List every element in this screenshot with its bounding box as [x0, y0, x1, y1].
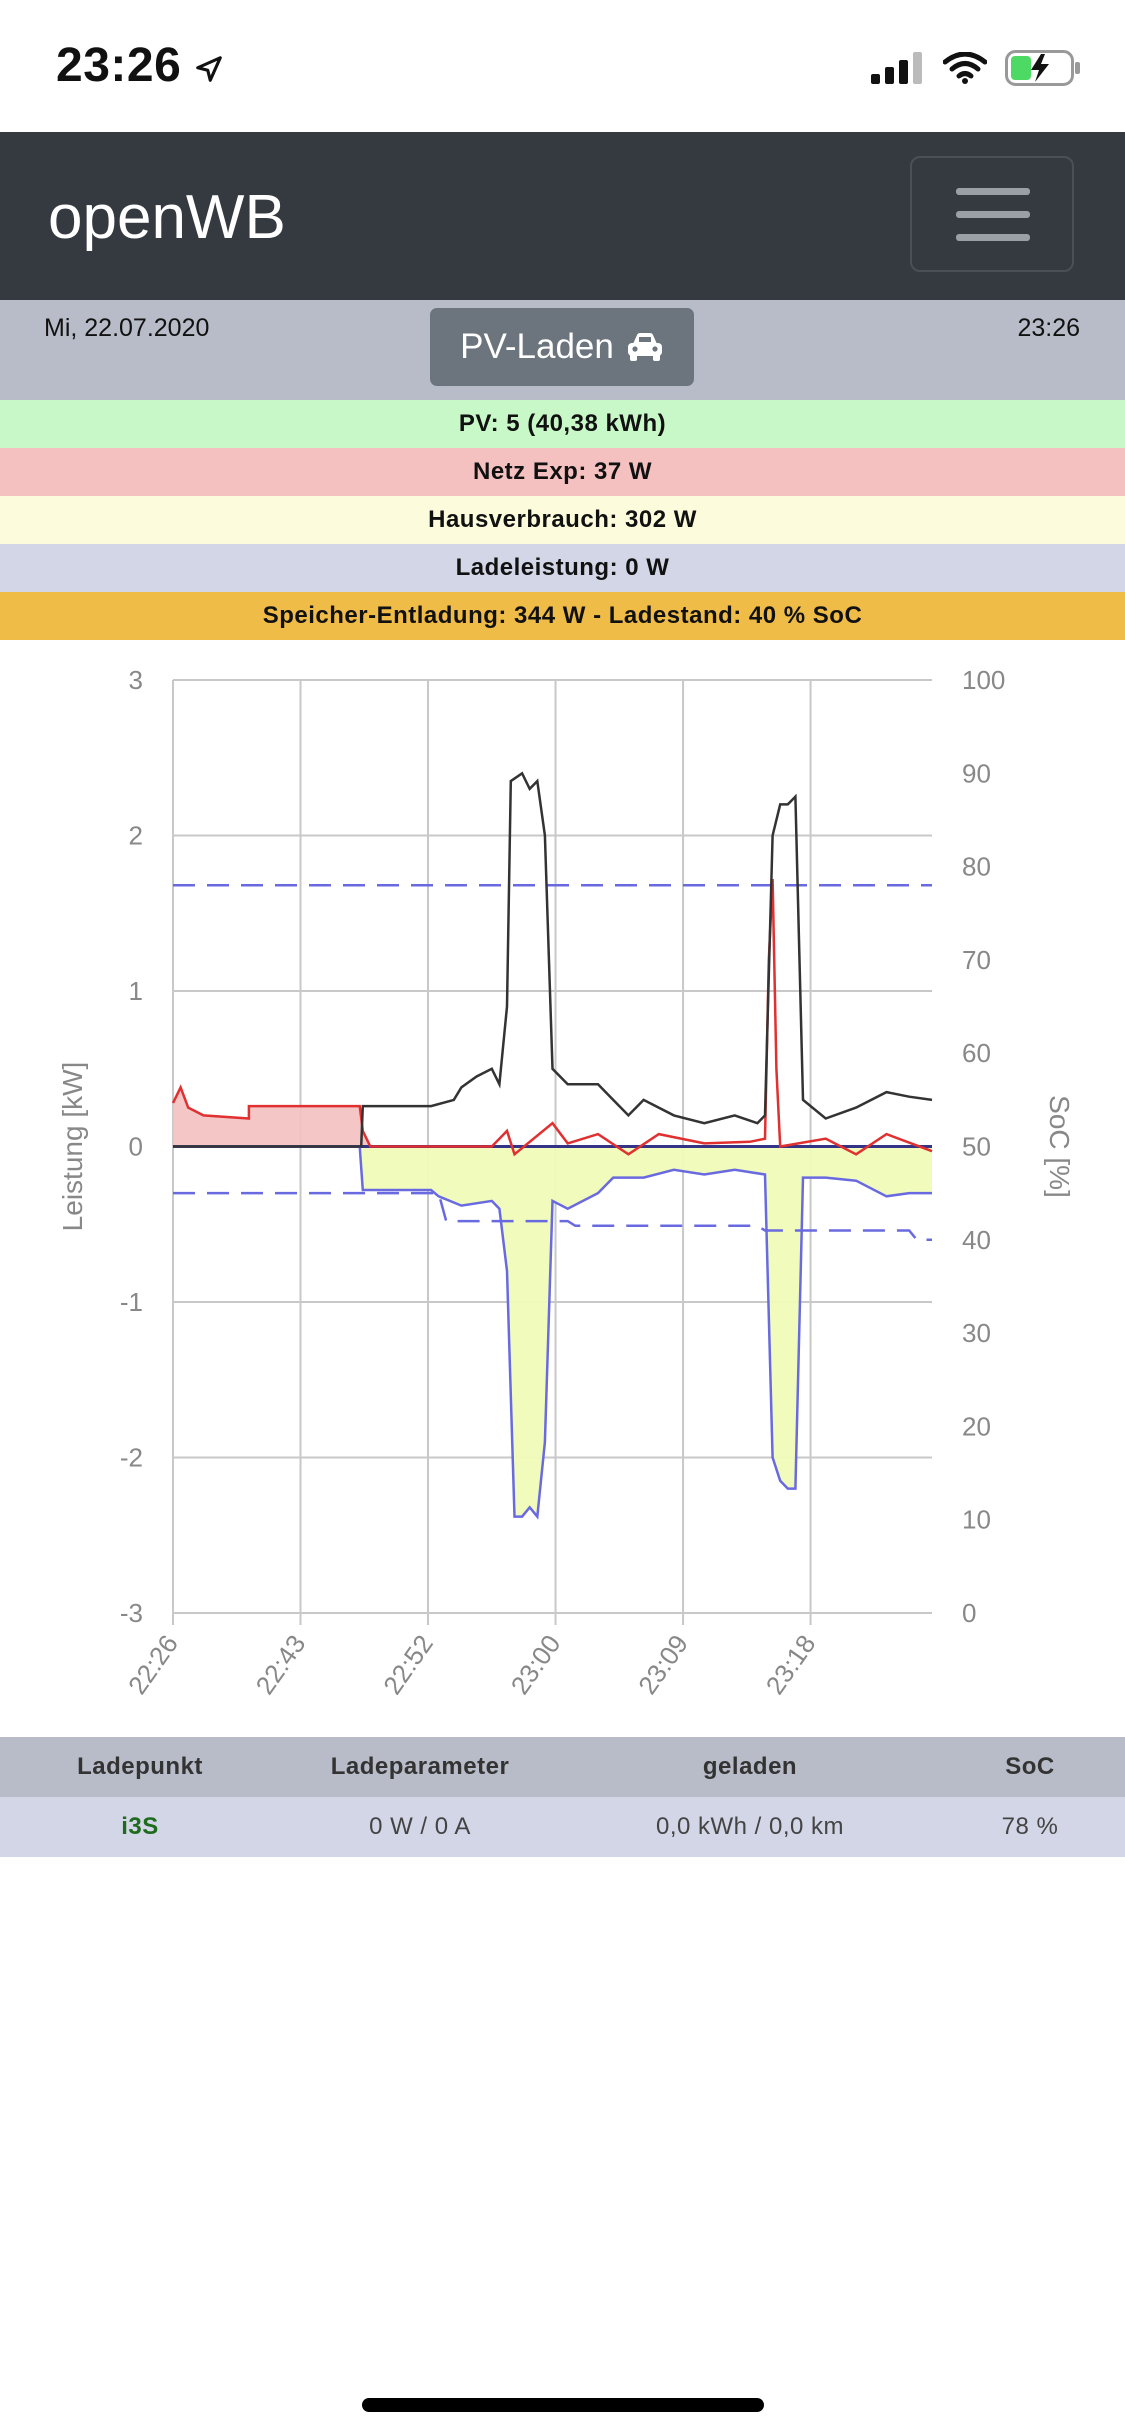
y2-tick-label: 100 [962, 665, 1005, 695]
y2-tick-label: 0 [962, 1598, 976, 1628]
x-tick-label: 23:00 [505, 1629, 567, 1700]
grid-power-line [171, 878, 933, 1157]
status-bar: 23:26 [0, 0, 1125, 132]
y2-tick-label: 60 [962, 1038, 991, 1068]
charge-parameters: 0 W / 0 A [369, 1813, 471, 1840]
y2-axis-title: SoC [%] [1044, 1095, 1075, 1198]
charge-mode-label: PV-Laden [460, 327, 614, 366]
navbar: openWB [0, 132, 1125, 300]
y2-tick-label: 80 [962, 852, 991, 882]
table-row[interactable]: i3S 0 W / 0 A 0,0 kWh / 0,0 km 78 % [0, 1797, 1125, 1857]
hamburger-icon-bar [956, 234, 1030, 241]
status-time: 23:26 [56, 39, 182, 92]
vehicle-soc: 78 % [1001, 1813, 1059, 1840]
y-tick-label: 2 [129, 821, 143, 851]
y-tick-label: -3 [120, 1598, 143, 1628]
y-axis-title: Leistung [kW] [57, 1062, 88, 1232]
hamburger-icon-bar [956, 211, 1030, 218]
y2-tick-label: 40 [962, 1225, 991, 1255]
y2-tick-label: 90 [962, 758, 991, 788]
x-tick-label: 22:43 [250, 1629, 312, 1700]
charging-power-info: Ladeleistung: 0 W [0, 544, 1125, 592]
y2-tick-label: 50 [962, 1132, 991, 1162]
y2-tick-label: 70 [962, 945, 991, 975]
y-tick-label: -2 [120, 1443, 143, 1473]
car-icon [627, 333, 662, 361]
location-arrow-icon [196, 56, 222, 82]
time-label: 23:26 [1017, 314, 1080, 342]
home-indicator[interactable] [362, 2398, 764, 2412]
chargepoint-name[interactable]: i3S [121, 1813, 159, 1840]
col-header-soc: SoC [1005, 1753, 1055, 1780]
y-tick-label: 0 [129, 1132, 143, 1162]
brand-title[interactable]: openWB [48, 183, 286, 252]
y2-tick-label: 30 [962, 1318, 991, 1348]
y-tick-label: 3 [129, 665, 143, 695]
date-label: Mi, 22.07.2020 [44, 314, 210, 342]
wifi-icon [943, 52, 987, 84]
pv-info: PV: 5 (40,38 kWh) [0, 400, 1125, 448]
x-tick-label: 23:18 [760, 1629, 822, 1700]
y-tick-label: -1 [120, 1287, 143, 1317]
charged-amount: 0,0 kWh / 0,0 km [655, 1813, 845, 1840]
storage-power-line [173, 1145, 932, 1520]
y-tick-label: 1 [129, 976, 143, 1006]
charge-mode-button[interactable]: PV-Laden [430, 308, 694, 386]
table-header: Ladepunkt Ladeparameter geladen SoC [0, 1737, 1125, 1797]
col-header-ladeparameter: Ladeparameter [330, 1753, 510, 1780]
grid-info: Netz Exp: 37 W [0, 448, 1125, 496]
x-tick-label: 22:26 [122, 1629, 184, 1700]
house-consumption-line [173, 771, 933, 1148]
col-header-geladen: geladen [702, 1753, 798, 1780]
storage-info: Speicher-Entladung: 344 W - Ladestand: 4… [0, 592, 1125, 640]
col-header-ladepunkt: Ladepunkt [77, 1753, 203, 1780]
grid-import-area [173, 1087, 371, 1147]
battery-charging-icon [1005, 50, 1080, 86]
date-row: Mi, 22.07.2020 PV-Laden 23:26 [0, 300, 1125, 400]
storage-soc-line [173, 1191, 932, 1242]
x-tick-label: 22:52 [377, 1629, 439, 1700]
menu-toggle-button[interactable] [910, 156, 1074, 272]
house-consumption-info: Hausverbrauch: 302 W [0, 496, 1125, 544]
y2-tick-label: 10 [962, 1505, 991, 1535]
x-tick-label: 23:09 [632, 1629, 694, 1700]
hamburger-icon [956, 188, 1030, 195]
signal-icon [871, 52, 922, 84]
y2-tick-label: 20 [962, 1411, 991, 1441]
storage-discharge-area [359, 1146, 932, 1517]
